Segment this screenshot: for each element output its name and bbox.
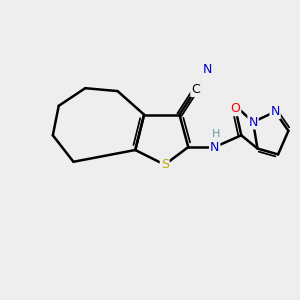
Text: N: N (271, 105, 280, 118)
Text: N: N (203, 62, 212, 76)
Text: C: C (191, 83, 200, 96)
Text: N: N (210, 141, 220, 154)
Text: S: S (161, 158, 169, 171)
Text: N: N (248, 116, 258, 128)
Text: H: H (212, 129, 220, 139)
Text: O: O (230, 102, 240, 115)
